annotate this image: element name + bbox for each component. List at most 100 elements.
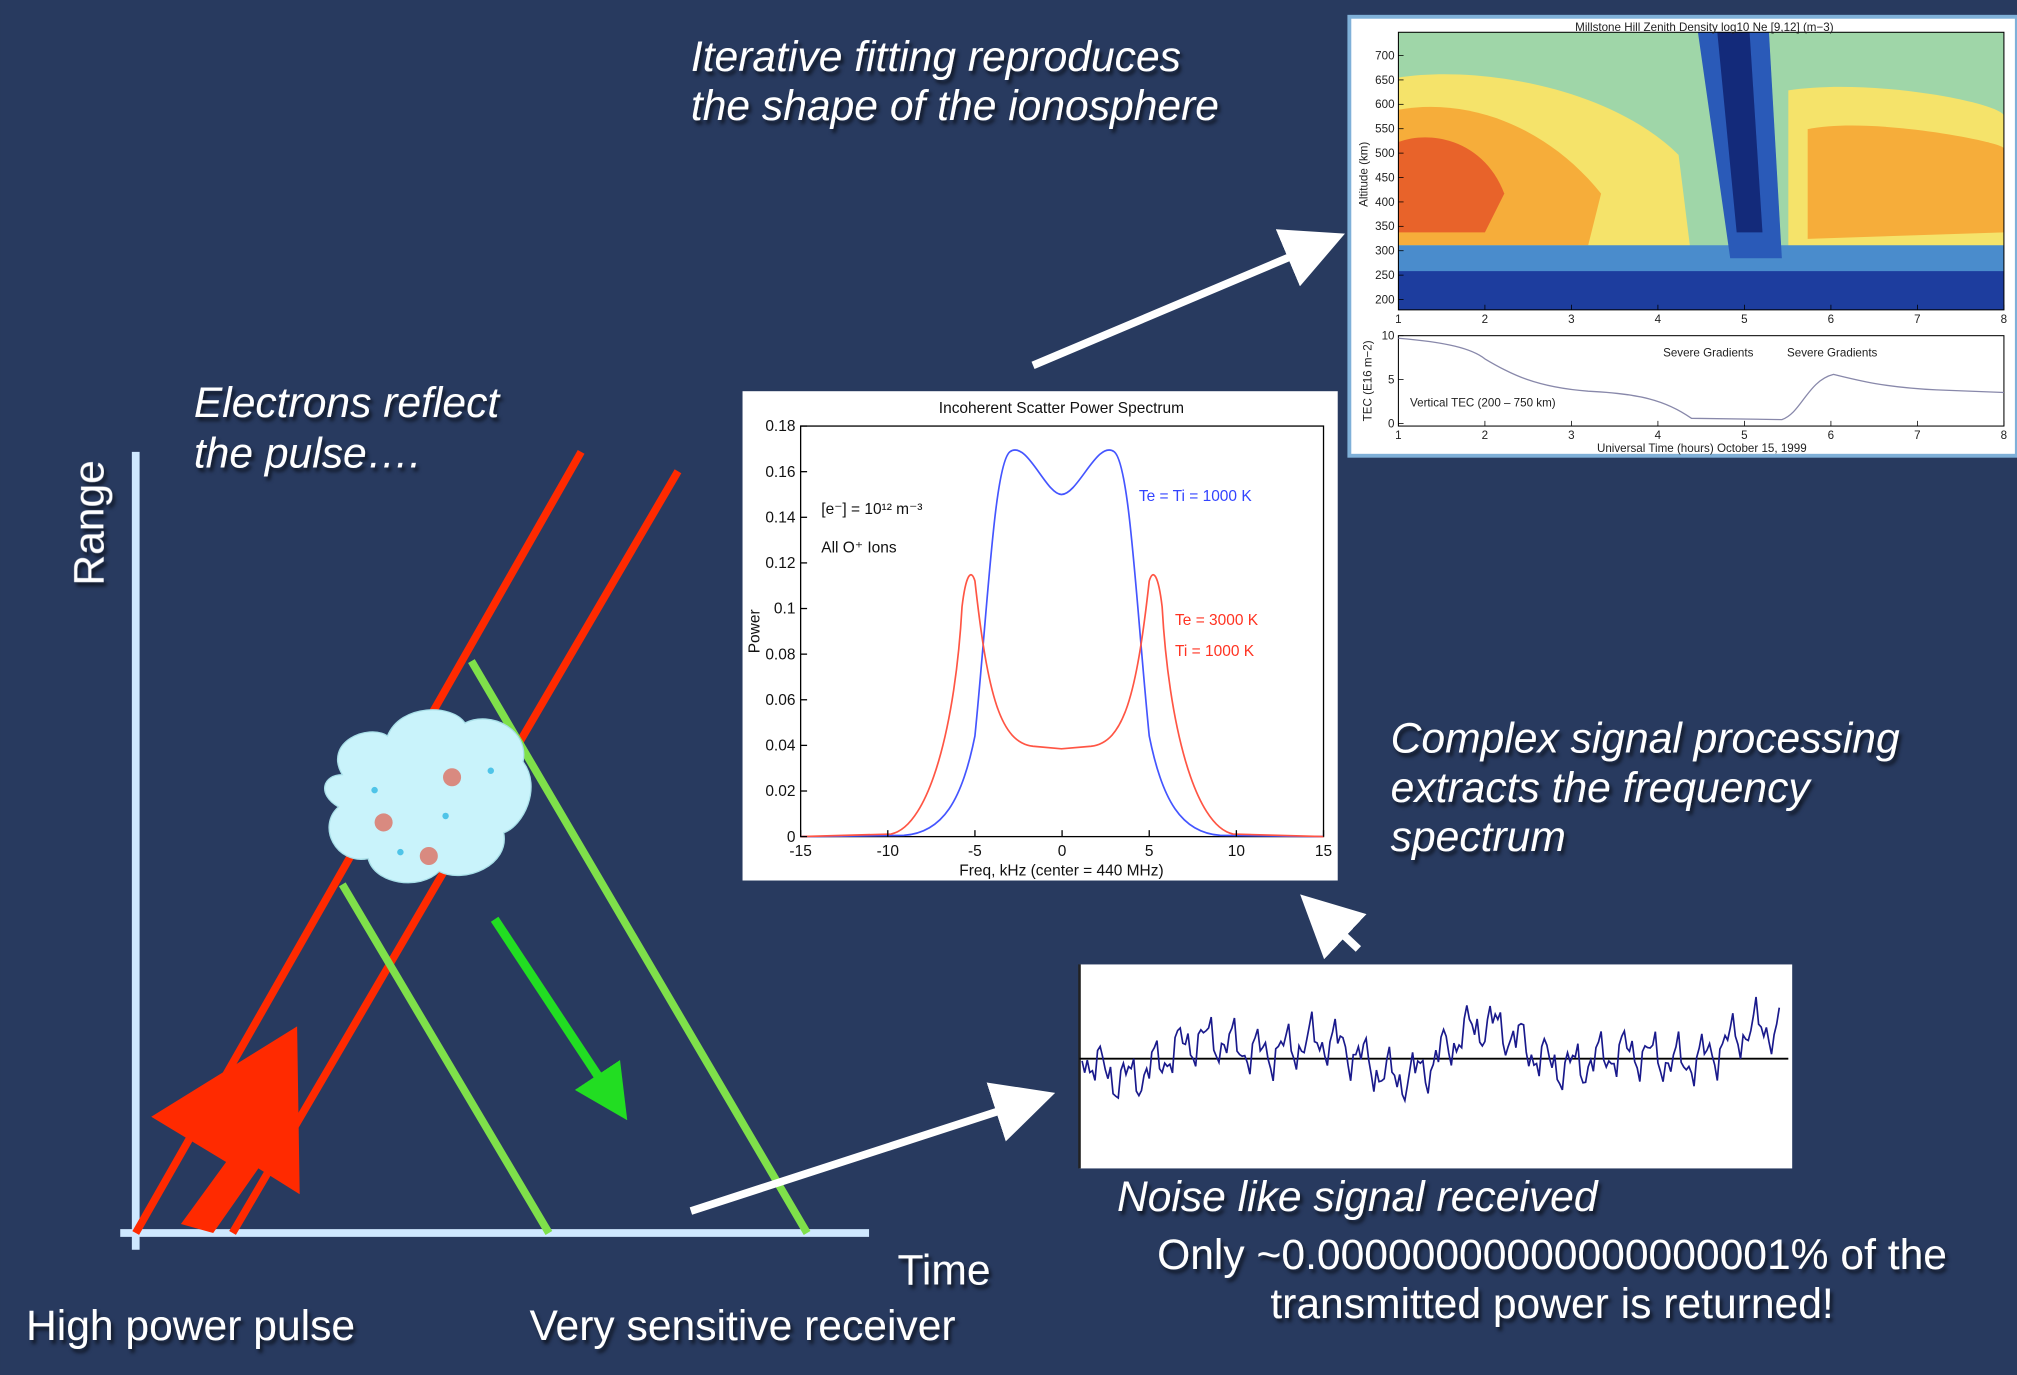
- y-tick-label: 200: [1375, 293, 1394, 306]
- note: Severe Gradients: [1787, 346, 1878, 359]
- ion: [443, 768, 462, 787]
- note: Ti = 1000 K: [1175, 643, 1255, 660]
- x-tick-label: 5: [1145, 843, 1154, 860]
- x-tick-label: 10: [1228, 843, 1245, 860]
- tec-curve: [1398, 337, 2004, 421]
- caption: Electrons reflect: [194, 379, 502, 427]
- y-tick-label: 600: [1375, 98, 1394, 111]
- electron-cloud: [323, 709, 532, 884]
- caption: High power pulse: [26, 1302, 355, 1350]
- x-tick-label: 5: [1741, 429, 1747, 442]
- pulse-diagram: [120, 449, 870, 1250]
- map-title: Millstone Hill Zenith Density log10 Ne […: [1575, 21, 1834, 34]
- note: Te = 3000 K: [1175, 612, 1259, 629]
- y-tick-label: 0: [787, 829, 796, 846]
- caption: Complex signal processing: [1391, 715, 1900, 763]
- caption: transmitted power is returned!: [1270, 1280, 1833, 1328]
- x-tick-label: 4: [1655, 313, 1662, 326]
- slide-texts: Iterative fitting reproduces the shape o…: [26, 33, 1947, 1350]
- axis-label: Range: [65, 460, 113, 586]
- y-tick-label: 0.06: [765, 692, 795, 709]
- electron: [397, 848, 404, 856]
- x-tick-label: -5: [968, 843, 982, 860]
- x-label: Freq, kHz (center = 440 MHz): [959, 862, 1163, 879]
- contour-band: [1717, 32, 1763, 233]
- caption: the shape of the ionosphere: [691, 82, 1219, 130]
- note: Severe Gradients: [1663, 346, 1754, 359]
- caption: Only ~0.00000000000000000001% of the: [1157, 1231, 1947, 1279]
- ion: [419, 846, 438, 866]
- x-tick-label: 2: [1482, 429, 1488, 442]
- red-curve: [800, 574, 1324, 838]
- y-tick-label: 550: [1375, 123, 1394, 136]
- arrow: [1031, 229, 1345, 369]
- signal-background: [1079, 964, 1793, 1169]
- y-tick-label: 450: [1375, 171, 1394, 184]
- axis-label: Time: [897, 1247, 990, 1295]
- blue-curve: [800, 449, 1324, 838]
- echo-arrow: [490, 916, 628, 1121]
- caption: spectrum: [1391, 813, 1566, 861]
- plot-frame: [1397, 335, 2005, 427]
- x-tick-label: 1: [1395, 313, 1401, 326]
- y-tick-label: 0.12: [765, 555, 795, 572]
- x-tick-label: -15: [789, 843, 811, 860]
- y-tick-label: 0.1: [774, 601, 796, 618]
- arrow: [1300, 894, 1367, 960]
- signal-trace: [1081, 996, 1781, 1104]
- y-tick-label: 0.14: [765, 509, 796, 526]
- y-tick-label: 400: [1375, 196, 1394, 209]
- y-tick-label: 5: [1388, 373, 1394, 386]
- y-tick-label: 10: [1382, 330, 1395, 343]
- y-tick-label: 0.16: [765, 464, 795, 481]
- y-label: TEC (E16 m−2): [1361, 340, 1374, 421]
- contour-band: [1398, 137, 1505, 233]
- x-tick-label: 1: [1395, 429, 1401, 442]
- y-tick-label: 0.08: [765, 646, 795, 663]
- x-tick-label: 4: [1655, 429, 1662, 442]
- x-tick-label: 3: [1568, 313, 1574, 326]
- x-tick-label: 0: [1058, 843, 1067, 860]
- x-tick-label: 8: [2001, 429, 2007, 442]
- arrow: [689, 1082, 1056, 1215]
- pulse-arrow: [151, 1026, 300, 1233]
- x-tick-label: 5: [1741, 313, 1747, 326]
- caption: extracts the frequency: [1391, 764, 1813, 812]
- y-tick-label: 500: [1375, 147, 1394, 160]
- y-tick-label: 650: [1375, 74, 1394, 87]
- ion: [374, 813, 393, 832]
- y-tick-label: 250: [1375, 269, 1394, 282]
- y-tick-label: 300: [1375, 245, 1394, 258]
- y-tick-label: 0: [1388, 417, 1394, 430]
- electron: [442, 812, 449, 820]
- y-label: Power: [746, 609, 763, 653]
- caption: Very sensitive receiver: [530, 1302, 956, 1350]
- x-label: Universal Time (hours) October 15, 1999: [1597, 442, 1807, 455]
- contour-band: [1807, 125, 2004, 239]
- caption: Iterative fitting reproduces: [691, 33, 1181, 81]
- y-tick-label: 0.04: [765, 738, 796, 755]
- x-tick-label: -10: [877, 843, 899, 860]
- density-map: Millstone Hill Zenith Density log10 Ne […: [1347, 14, 2017, 458]
- spectrum-plot: Incoherent Scatter Power Spectrum Power …: [742, 391, 1338, 881]
- plot-title: Incoherent Scatter Power Spectrum: [939, 400, 1184, 417]
- x-tick-label: 3: [1568, 429, 1574, 442]
- x-tick-label: 6: [1828, 313, 1834, 326]
- contour-band: [1398, 271, 2004, 310]
- y-tick-label: 0.02: [765, 783, 795, 800]
- x-tick-label: 8: [2001, 313, 2007, 326]
- noise-signal: [1078, 964, 1793, 1169]
- echo-edge: [468, 659, 811, 1235]
- caption: Noise like signal received: [1117, 1173, 1599, 1221]
- y-tick-label: 700: [1375, 49, 1394, 62]
- y-tick-label: 0.18: [765, 418, 795, 435]
- note: [e⁻] = 10¹² m⁻³: [821, 501, 922, 518]
- x-tick-label: 7: [1914, 313, 1920, 326]
- electron: [371, 786, 378, 794]
- electron: [487, 767, 495, 775]
- plot-frame: [1397, 31, 2005, 311]
- x-tick-label: 7: [1914, 429, 1920, 442]
- x-tick-label: 6: [1828, 429, 1834, 442]
